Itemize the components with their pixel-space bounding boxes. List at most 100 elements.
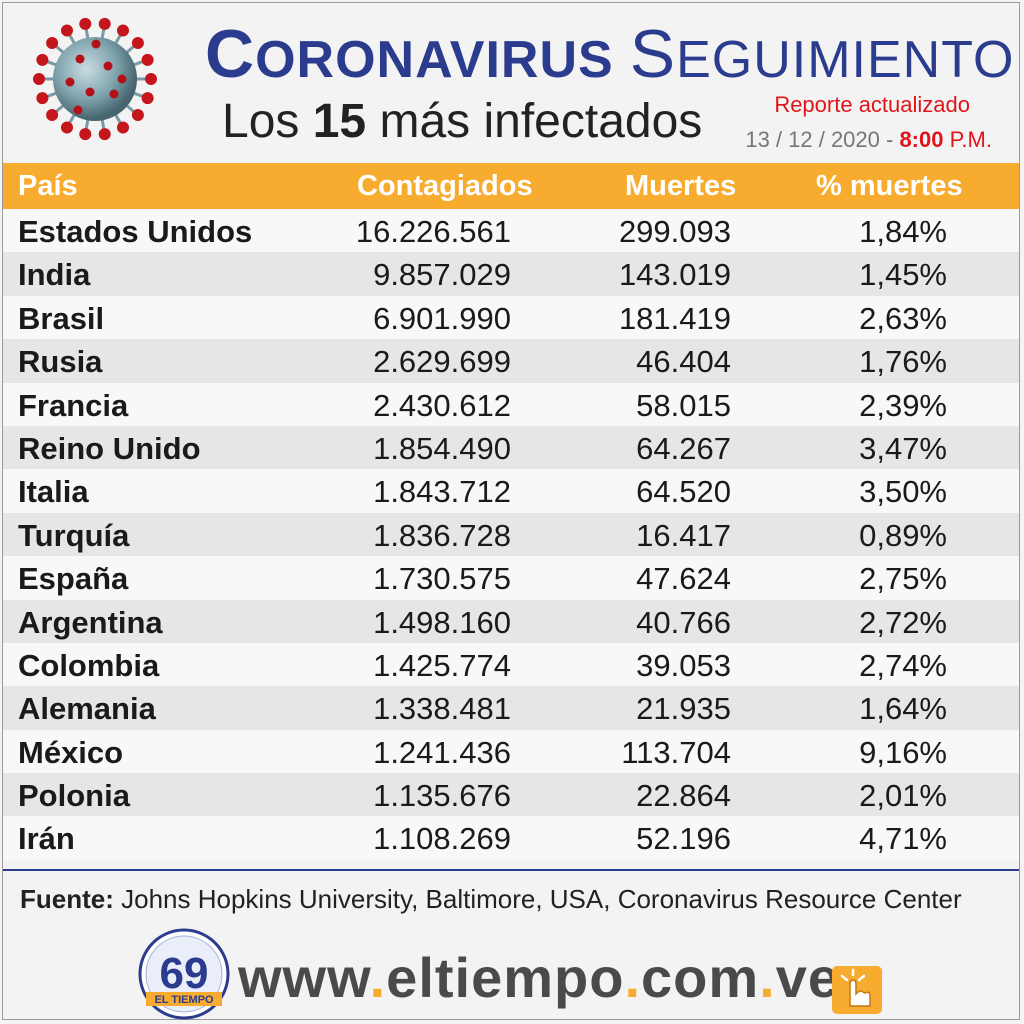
- page-subtitle: Los 15 más infectados: [222, 95, 703, 149]
- table-row: India 9.857.029 143.019 1,45%: [3, 252, 1019, 296]
- pointing-hand-icon: [832, 966, 882, 1014]
- report-date: 13 / 12 / 2020 - 8:00 P.M.: [745, 127, 992, 153]
- deaths-cell: 58.015: [636, 387, 731, 423]
- death-pct-cell: 0,89%: [859, 517, 947, 553]
- death-pct-cell: 2,01%: [859, 778, 947, 814]
- cases-cell: 1.854.490: [373, 430, 511, 466]
- cases-cell: 2.629.699: [373, 344, 511, 380]
- death-pct-cell: 2,74%: [859, 647, 947, 683]
- column-header-death-pct: % muertes: [816, 170, 963, 202]
- death-pct-cell: 2,75%: [859, 561, 947, 597]
- country-cell: Rusia: [18, 344, 103, 380]
- country-cell: Reino Unido: [18, 430, 201, 466]
- page-title: CORONAVIRUS SEGUIMIENTO: [205, 20, 1015, 88]
- title-seguimiento: SEGUIMIENTO: [629, 16, 1015, 92]
- table-row: Irán 1.108.269 52.196 4,71%: [3, 816, 1019, 860]
- url-dot: .: [369, 946, 387, 1009]
- cases-cell: 1.498.160: [373, 604, 511, 640]
- cases-cell: 1.108.269: [373, 821, 511, 857]
- url-part: ve: [775, 946, 841, 1009]
- table-row: Reino Unido 1.854.490 64.267 3,47%: [3, 425, 1019, 470]
- cases-cell: 16.226.561: [355, 214, 511, 249]
- cases-cell: 9.857.029: [373, 257, 511, 293]
- table-row: Alemania 1.338.481 21.935 1,64%: [3, 686, 1019, 730]
- death-pct-cell: 4,71%: [859, 821, 947, 857]
- country-cell: Argentina: [18, 604, 163, 640]
- date-text: 13 / 12 / 2020 -: [745, 127, 900, 152]
- deaths-cell: 40.766: [636, 604, 731, 640]
- death-pct-cell: 1,84%: [859, 214, 947, 249]
- deaths-cell: 113.704: [621, 734, 731, 770]
- url-dot: .: [759, 946, 776, 1009]
- cases-cell: 6.901.990: [373, 300, 511, 336]
- cases-cell: 1.241.436: [373, 734, 511, 770]
- table-row: Francia 2.430.612 58.015 2,39%: [3, 382, 1019, 426]
- country-cell: Alemania: [18, 691, 156, 727]
- country-cell: España: [18, 561, 129, 597]
- country-cell: Colombia: [18, 647, 160, 683]
- subtitle-post: más infectados: [366, 95, 703, 148]
- table-row: Argentina 1.498.160 40.766 2,72%: [3, 599, 1019, 643]
- ampm-text: P.M.: [943, 127, 992, 152]
- country-cell: Polonia: [18, 778, 130, 814]
- country-cell: Turquía: [18, 517, 130, 553]
- death-pct-cell: 2,39%: [859, 387, 947, 423]
- subtitle-number: 15: [312, 95, 367, 148]
- death-pct-cell: 3,47%: [859, 430, 947, 466]
- country-cell: Irán: [18, 821, 75, 857]
- time-text: 8:00: [899, 127, 944, 152]
- table-header: País Contagiados Muertes % muertes: [3, 163, 1019, 209]
- death-pct-cell: 1,64%: [859, 691, 947, 727]
- table-row: Brasil 6.901.990 181.419 2,63%: [3, 295, 1019, 340]
- table-row: Colombia 1.425.774 39.053 2,74%: [3, 642, 1019, 687]
- table-row: Polonia 1.135.676 22.864 2,01%: [3, 773, 1019, 817]
- source-text: Johns Hopkins University, Baltimore, USA…: [113, 884, 962, 914]
- country-cell: Brasil: [18, 300, 105, 336]
- cases-cell: 1.135.676: [373, 778, 511, 814]
- table-body: Estados Unidos 16.226.561 299.093 1,84% Indi…: [3, 209, 1019, 860]
- deaths-cell: 52.196: [636, 821, 731, 857]
- column-header-country: País: [18, 170, 78, 202]
- country-cell: Francia: [18, 387, 129, 423]
- country-cell: Estados Unidos: [18, 214, 253, 249]
- table-row: Turquía 1.836.728 16.417 0,89%: [3, 512, 1019, 557]
- source-label: Fuente:: [20, 884, 114, 914]
- report-label: Reporte actualizado: [774, 92, 970, 117]
- country-cell: Italia: [18, 474, 89, 510]
- death-pct-cell: 2,63%: [859, 300, 947, 336]
- cases-cell: 1.730.575: [373, 561, 511, 597]
- table-row: España 1.730.575 47.624 2,75%: [3, 556, 1019, 600]
- death-pct-cell: 1,76%: [859, 344, 947, 380]
- url-part: www: [238, 946, 370, 1009]
- deaths-cell: 143.019: [618, 257, 731, 293]
- deaths-cell: 39.053: [636, 647, 731, 683]
- table-row: México 1.241.436 113.704 9,16%: [3, 729, 1019, 774]
- deaths-cell: 64.267: [636, 430, 731, 466]
- deaths-cell: 64.520: [636, 474, 731, 510]
- website-url[interactable]: www.eltiempo.com.ve: [238, 950, 840, 1006]
- country-cell: México: [18, 734, 124, 770]
- logo-name: EL TIEMPO: [154, 994, 214, 1006]
- deaths-cell: 21.935: [636, 691, 731, 727]
- table-row: Italia 1.843.712 64.520 3,50%: [3, 469, 1019, 513]
- url-dot: .: [624, 946, 641, 1009]
- cases-cell: 1.843.712: [373, 474, 511, 510]
- divider: [3, 869, 1019, 871]
- table-row: Rusia 2.629.699 46.404 1,76%: [3, 339, 1019, 383]
- deaths-cell: 16.417: [636, 517, 731, 553]
- title-coronavirus: CORONAVIRUS: [205, 16, 614, 92]
- death-pct-cell: 3,50%: [859, 474, 947, 510]
- url-part: com: [641, 946, 760, 1009]
- column-header-deaths: Muertes: [625, 170, 737, 202]
- deaths-cell: 46.404: [636, 344, 731, 380]
- deaths-cell: 22.864: [636, 778, 731, 814]
- table-row: Estados Unidos 16.226.561 299.093 1,84%: [3, 209, 1019, 253]
- cases-cell: 2.430.612: [373, 387, 511, 423]
- death-pct-cell: 9,16%: [859, 734, 947, 770]
- el-tiempo-logo: 69 EL TIEMPO: [138, 928, 230, 1020]
- cases-cell: 1.425.774: [373, 647, 511, 683]
- country-cell: India: [18, 257, 91, 293]
- death-pct-cell: 2,72%: [859, 604, 947, 640]
- deaths-cell: 299.093: [618, 214, 731, 249]
- cases-cell: 1.338.481: [373, 691, 511, 727]
